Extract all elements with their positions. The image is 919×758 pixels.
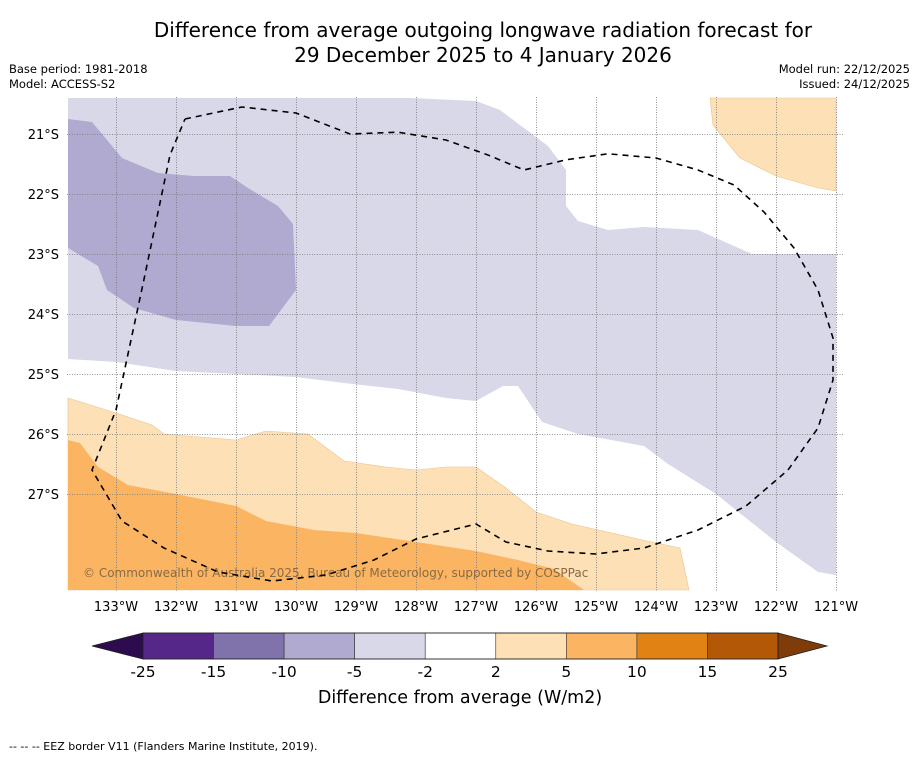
colorbar-extend-low <box>91 632 144 660</box>
anomaly-5-to-10 <box>68 440 584 590</box>
colorbar-bin <box>636 632 708 660</box>
longitude-label: 128°W <box>394 600 438 615</box>
meta-right: Model run: 22/12/2025 Issued: 24/12/2025 <box>779 62 910 92</box>
longitude-label: 124°W <box>634 600 678 615</box>
colorbar-tick-label: -5 <box>347 663 362 681</box>
issued-date: Issued: 24/12/2025 <box>799 77 910 91</box>
longitude-label: 126°W <box>514 600 558 615</box>
title-line-1: Difference from average outgoing longwav… <box>153 18 813 42</box>
longitude-label: 129°W <box>334 600 378 615</box>
latitude-label: 21°S <box>28 128 59 143</box>
base-period: Base period: 1981-2018 <box>9 62 148 76</box>
latitude-label: 25°S <box>28 368 59 383</box>
copyright-text: © Commonwealth of Australia 2025, Bureau… <box>83 566 588 580</box>
chart-title: Difference from average outgoing longwav… <box>0 18 919 68</box>
colorbar-bin <box>354 632 426 660</box>
colorbar-tick-label: -15 <box>201 663 226 681</box>
longitude-label: 132°W <box>154 600 198 615</box>
colorbar-tick-label: 25 <box>768 663 788 681</box>
meta-left: Base period: 1981-2018 Model: ACCESS-S2 <box>9 62 148 92</box>
colorbar-tick-label: 2 <box>491 663 501 681</box>
longitude-label: 125°W <box>574 600 618 615</box>
latitude-label: 22°S <box>28 188 59 203</box>
colorbar-tick-label: -25 <box>130 663 155 681</box>
colorbar-bin <box>707 632 779 660</box>
longitude-label: 127°W <box>454 600 498 615</box>
longitude-label: 121°W <box>814 600 858 615</box>
colorbar-bin <box>566 632 638 660</box>
latitude-label: 27°S <box>28 488 59 503</box>
colorbar-bin <box>495 632 567 660</box>
graticule <box>67 97 843 591</box>
colorbar-tick-label: 15 <box>698 663 718 681</box>
colorbar-tick-label: -10 <box>271 663 296 681</box>
anomaly-minus10-to-minus5 <box>68 119 296 326</box>
colorbar-tick-label: 5 <box>561 663 571 681</box>
latitude-label: 26°S <box>28 428 59 443</box>
colorbar: -25 -15 -10 -5 -2 2 5 10 15 25 <box>91 632 829 681</box>
model-name: Model: ACCESS-S2 <box>9 77 116 91</box>
title-line-2: 29 December 2025 to 4 January 2026 <box>294 43 672 67</box>
latitude-label: 24°S <box>28 308 59 323</box>
colorbar-title: Difference from average (W/m2) <box>318 688 602 708</box>
eez-border-line <box>91 106 834 582</box>
anomaly-regions <box>67 97 837 591</box>
anomaly-2-to-5-northeast <box>709 97 837 192</box>
model-run: Model run: 22/12/2025 <box>778 62 910 76</box>
colorbar-bin <box>142 632 214 660</box>
longitude-label: 122°W <box>754 600 798 615</box>
longitude-labels: 133°W 132°W 131°W 130°W 129°W 128°W 127°W 126°W… <box>94 600 858 615</box>
colorbar-bin <box>424 632 497 660</box>
colorbar-bin <box>213 632 285 660</box>
latitude-label: 23°S <box>28 248 59 263</box>
eez-footnote: -- -- -- EEZ border V11 (Flanders Marine… <box>9 740 318 753</box>
colorbar-tick-label: 10 <box>627 663 647 681</box>
longitude-label: 130°W <box>274 600 318 615</box>
colorbar-tick-label: -2 <box>417 663 432 681</box>
colorbar-frame <box>142 632 779 660</box>
longitude-label: 133°W <box>94 600 138 615</box>
colorbar-bin <box>283 632 355 660</box>
longitude-label: 131°W <box>214 600 258 615</box>
longitude-label: 123°W <box>694 600 738 615</box>
latitude-labels: 21°S 22°S 23°S 24°S 25°S 26°S 27°S <box>28 128 59 503</box>
colorbar-extend-high <box>777 632 829 660</box>
